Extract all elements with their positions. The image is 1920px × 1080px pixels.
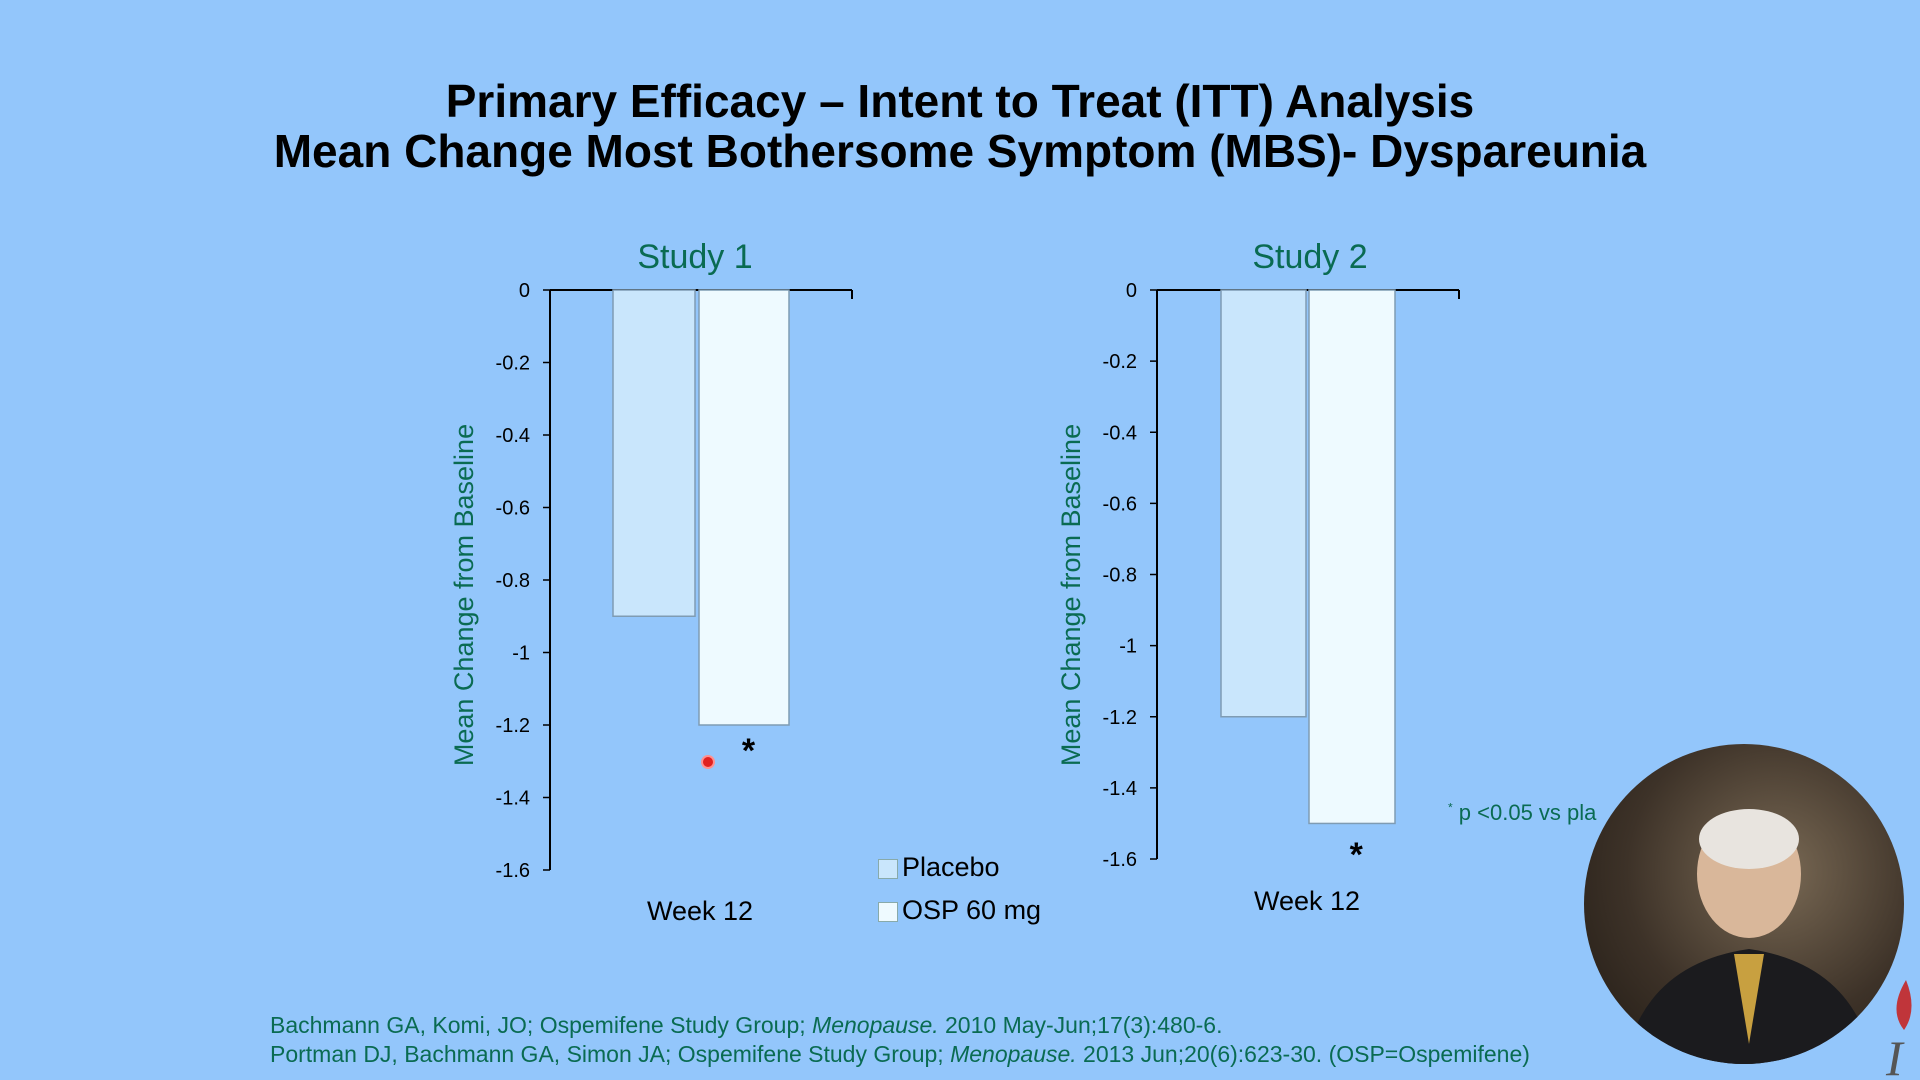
speaker-video-overlay [1584,744,1904,1064]
chart-1-category-label: Week 12 [647,896,753,926]
chart-1-bar-osp-60mg [698,289,790,726]
chart-1-y-axis-label: Mean Change from Baseline [449,424,479,766]
chart-2-y-axis-label: Mean Change from Baseline [1056,424,1086,766]
pointer-cursor-icon [701,755,715,769]
chart-2-y-tick-label: -1.4 [1103,778,1137,800]
chart-2-bar-placebo [1220,289,1307,718]
chart-1-y-tick-label: -1.2 [496,715,530,737]
reference-1: Bachmann GA, Komi, JO; Ospemifene Study … [270,1012,1222,1039]
chart-2-y-tick-label: -0.2 [1103,351,1137,373]
chart-2-y-tick-label: -0.6 [1103,493,1137,515]
legend-item-osp: OSP 60 mg [878,895,1041,926]
chart-1-title: Study 1 [637,238,752,276]
legend-label-placebo: Placebo [902,852,1000,882]
legend-swatch-osp [878,901,898,922]
chart-2-y-tick-label: -1.2 [1103,707,1137,729]
chart-1-bar-placebo [612,289,696,617]
logo-icon: I [1885,980,1912,1080]
footnote-marker: * [1448,800,1453,815]
chart-1-y-tick-label: -1.4 [496,788,530,810]
chart-2-significance-star: * [1350,836,1364,874]
chart-1-significance-star: * [742,732,756,770]
reference-2-details: 2013 Jun;20(6):623-30. (OSP=Ospemifene) [1076,1041,1530,1067]
chart-1-y-tick-label: -0.4 [496,425,530,447]
chart-1-y-tick-label: -1.6 [496,860,530,882]
svg-text:I: I [1885,1030,1905,1080]
reference-1-details: 2010 May-Jun;17(3):480-6. [938,1012,1223,1038]
significance-footnote: * p <0.05 vs pla [1448,800,1596,826]
chart-2-y-tick-label: -1.6 [1103,849,1137,871]
reference-2: Portman DJ, Bachmann GA, Simon JA; Ospem… [270,1041,1530,1068]
reference-1-journal: Menopause. [812,1012,939,1038]
chart-1-y-tick-label: 0 [519,280,530,302]
slide-title-line-2: Mean Change Most Bothersome Symptom (MBS… [273,125,1647,177]
chart-2-y-tick-label: -0.8 [1103,565,1137,587]
slide-title-line-1: Primary Efficacy – Intent to Treat (ITT)… [445,75,1475,127]
chart-1-y-tick-label: -0.8 [496,570,530,592]
chart-2-y-tick-label: -1 [1119,636,1137,658]
legend-swatch-placebo [878,858,898,879]
reference-2-authors: Portman DJ, Bachmann GA, Simon JA; Ospem… [270,1041,951,1067]
chart-1-y-tick-label: -0.2 [496,353,530,375]
chart-2-y-tick-label: -0.4 [1103,422,1137,444]
legend-label-osp: OSP 60 mg [902,895,1042,925]
footnote-text: p <0.05 vs pla [1452,800,1597,825]
reference-1-authors: Bachmann GA, Komi, JO; Ospemifene Study … [270,1012,813,1038]
chart-2-category-label: Week 12 [1254,886,1360,916]
chart-1-y-tick-label: -0.6 [496,498,530,520]
chart-1-y-tick-label: -1 [512,643,530,665]
chart-2-bar-osp-60mg [1308,289,1396,825]
speaker-silhouette-icon [1624,809,1874,1064]
reference-2-journal: Menopause. [950,1041,1077,1067]
chart-2-title: Study 2 [1252,238,1367,276]
chart-2-y-tick-label: 0 [1126,280,1137,302]
legend-item-placebo: Placebo [878,852,1000,883]
